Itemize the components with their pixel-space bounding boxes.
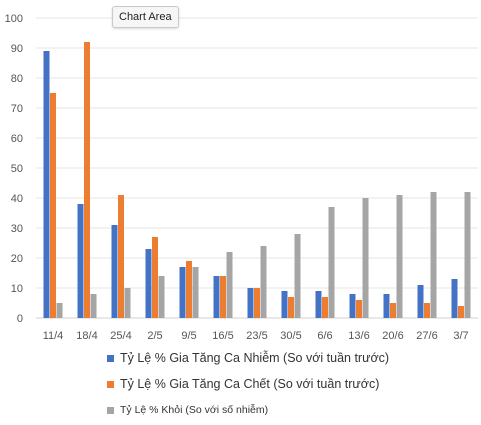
x-tick-label: 18/4	[76, 330, 97, 342]
legend-label-recovered: Tỷ Lệ % Khỏi (So với số nhiễm)	[120, 404, 269, 416]
bar-series0-20-6[interactable]	[383, 294, 390, 318]
y-tick-label: 80	[11, 73, 23, 85]
bar-series1-30-5[interactable]	[288, 297, 294, 318]
bar-series0-13-6[interactable]	[349, 294, 356, 318]
bars	[43, 42, 471, 318]
x-tick-label: 13/6	[348, 330, 369, 342]
bar-series1-16-5[interactable]	[220, 276, 226, 318]
x-tick-label: 9/5	[181, 330, 196, 342]
y-tick-label: 60	[11, 133, 23, 145]
bar-series2-6-6[interactable]	[328, 207, 335, 318]
y-tick-label: 10	[11, 283, 23, 295]
legend-label-cases: Tỷ Lệ % Gia Tăng Ca Nhiễm (So với tuần t…	[120, 351, 390, 365]
legend-item-recovered[interactable]: Tỷ Lệ % Khỏi (So với số nhiễm)	[107, 397, 389, 423]
x-tick-label: 23/5	[246, 330, 267, 342]
bar-series2-18-4[interactable]	[90, 294, 97, 318]
y-tick-label: 90	[11, 43, 23, 55]
y-axis-tick-labels: 0 10 20 30 40 50 60 70 80 90 100	[5, 13, 23, 325]
bar-series2-25-4[interactable]	[124, 288, 131, 318]
bar-series2-9-5[interactable]	[192, 267, 199, 318]
bar-series0-3-7[interactable]	[451, 279, 458, 318]
legend-swatch-deaths	[107, 380, 114, 388]
x-tick-label: 2/5	[147, 330, 162, 342]
x-axis-tick-labels: 11/4 18/4 25/4 2/5 9/5 16/5 23/5 30/5 6/6 13/6 20/…	[43, 330, 469, 342]
bar-series1-13-6[interactable]	[356, 300, 362, 318]
bar-series0-16-5[interactable]	[213, 276, 220, 318]
bar-series1-25-4[interactable]	[118, 195, 124, 318]
bar-series0-25-4[interactable]	[111, 225, 118, 318]
bar-series2-30-5[interactable]	[294, 234, 301, 318]
bar-series1-3-7[interactable]	[458, 306, 464, 318]
bar-series0-9-5[interactable]	[179, 267, 186, 318]
legend-item-cases[interactable]: Tỷ Lệ % Gia Tăng Ca Nhiễm (So với tuần t…	[107, 345, 389, 371]
bar-series2-23-5[interactable]	[260, 246, 267, 318]
y-tick-label: 0	[17, 313, 23, 325]
bar-series2-13-6[interactable]	[362, 198, 369, 318]
bar-series1-6-6[interactable]	[322, 297, 328, 318]
x-tick-label: 16/5	[212, 330, 233, 342]
bar-series1-18-4[interactable]	[84, 42, 90, 318]
bar-series1-11-4[interactable]	[50, 93, 56, 318]
y-tick-label: 20	[11, 253, 23, 265]
bar-series1-27-6[interactable]	[424, 303, 430, 318]
bar-series0-30-5[interactable]	[281, 291, 288, 318]
bar-series2-27-6[interactable]	[430, 192, 437, 318]
bar-series2-20-6[interactable]	[396, 195, 403, 318]
y-tick-label: 70	[11, 103, 23, 115]
bar-series1-20-6[interactable]	[390, 303, 396, 318]
y-tick-label: 30	[11, 223, 23, 235]
legend-swatch-recovered	[107, 406, 114, 414]
legend-swatch-cases	[107, 354, 114, 362]
y-tick-label: 50	[11, 163, 23, 175]
bar-series2-3-7[interactable]	[464, 192, 471, 318]
bar-series0-6-6[interactable]	[315, 291, 322, 318]
x-tick-label: 11/4	[43, 330, 64, 342]
bar-series0-2-5[interactable]	[145, 249, 152, 318]
bar-series0-27-6[interactable]	[417, 285, 424, 318]
legend-item-deaths[interactable]: Tỷ Lệ % Gia Tăng Ca Chết (So với tuần tr…	[107, 371, 389, 397]
bar-series2-16-5[interactable]	[226, 252, 233, 318]
x-tick-label: 20/6	[382, 330, 403, 342]
bar-series0-23-5[interactable]	[247, 288, 254, 318]
bar-series0-11-4[interactable]	[43, 51, 50, 318]
bar-series2-2-5[interactable]	[158, 276, 165, 318]
y-tick-label: 100	[5, 13, 23, 25]
x-tick-label: 27/6	[416, 330, 437, 342]
chart-area-tooltip: Chart Area	[112, 6, 179, 28]
x-tick-label: 25/4	[110, 330, 131, 342]
x-tick-label: 6/6	[317, 330, 332, 342]
bar-series2-11-4[interactable]	[56, 303, 63, 318]
legend: Tỷ Lệ % Gia Tăng Ca Nhiễm (So với tuần t…	[107, 345, 389, 423]
bar-series0-18-4[interactable]	[77, 204, 84, 318]
bar-series1-2-5[interactable]	[152, 237, 158, 318]
bar-series1-9-5[interactable]	[186, 261, 192, 318]
bar-series1-23-5[interactable]	[254, 288, 260, 318]
y-tick-label: 40	[11, 193, 23, 205]
x-tick-label: 30/5	[280, 330, 301, 342]
gridlines	[36, 17, 478, 319]
legend-label-deaths: Tỷ Lệ % Gia Tăng Ca Chết (So với tuần tr…	[120, 377, 380, 391]
x-tick-label: 3/7	[453, 330, 468, 342]
